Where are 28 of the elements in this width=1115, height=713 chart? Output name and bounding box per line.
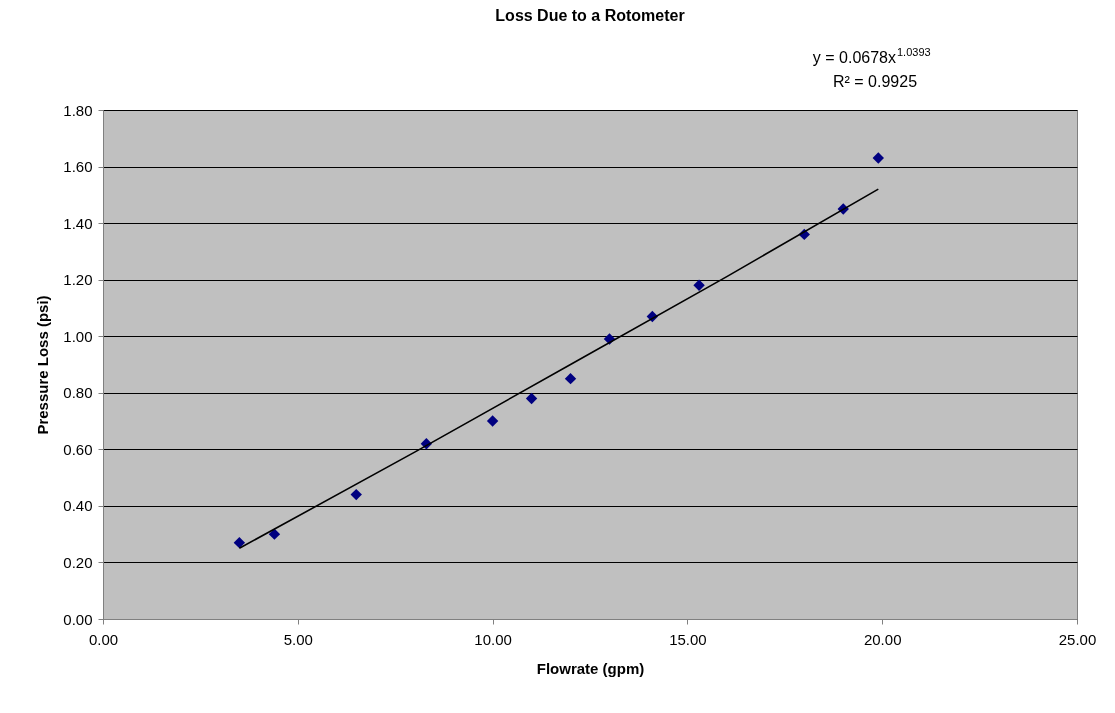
point [693, 279, 705, 292]
y-tick-label: 0.20 [63, 553, 93, 571]
y-tick-label: 0.00 [63, 610, 93, 628]
point [233, 536, 246, 549]
y-tick-label: 0.60 [63, 440, 93, 458]
point [525, 392, 538, 405]
y-tick-label: 1.60 [63, 158, 93, 176]
y-tick-label: 0.40 [63, 497, 93, 515]
x-tick-label: 5.00 [283, 630, 313, 648]
y-tick-label: 1.80 [63, 101, 93, 119]
x-tick-label: 10.00 [474, 630, 512, 648]
chart-title: Loss Due to a Rotometer [495, 7, 685, 24]
text: R² = 0.9925 [832, 73, 918, 90]
y-tick-label: 1.40 [63, 214, 93, 232]
y-tick-label: 0.80 [63, 384, 93, 402]
x-tick-label: 15.00 [669, 630, 707, 648]
y-axis-title: Pressure Loss (psi) [34, 295, 52, 435]
point [268, 528, 281, 540]
y-tick-label: 1.00 [63, 327, 93, 345]
x-axis-title: Flowrate (gpm) [536, 659, 645, 677]
point [872, 152, 885, 164]
point [486, 415, 499, 427]
x-tick-label: 20.00 [863, 630, 902, 648]
point [350, 488, 362, 501]
x-tick-label: 0.00 [88, 630, 119, 648]
y-tick-label: 1.20 [63, 271, 93, 289]
x-tick-label: 25.00 [1058, 630, 1097, 648]
point [564, 372, 577, 385]
